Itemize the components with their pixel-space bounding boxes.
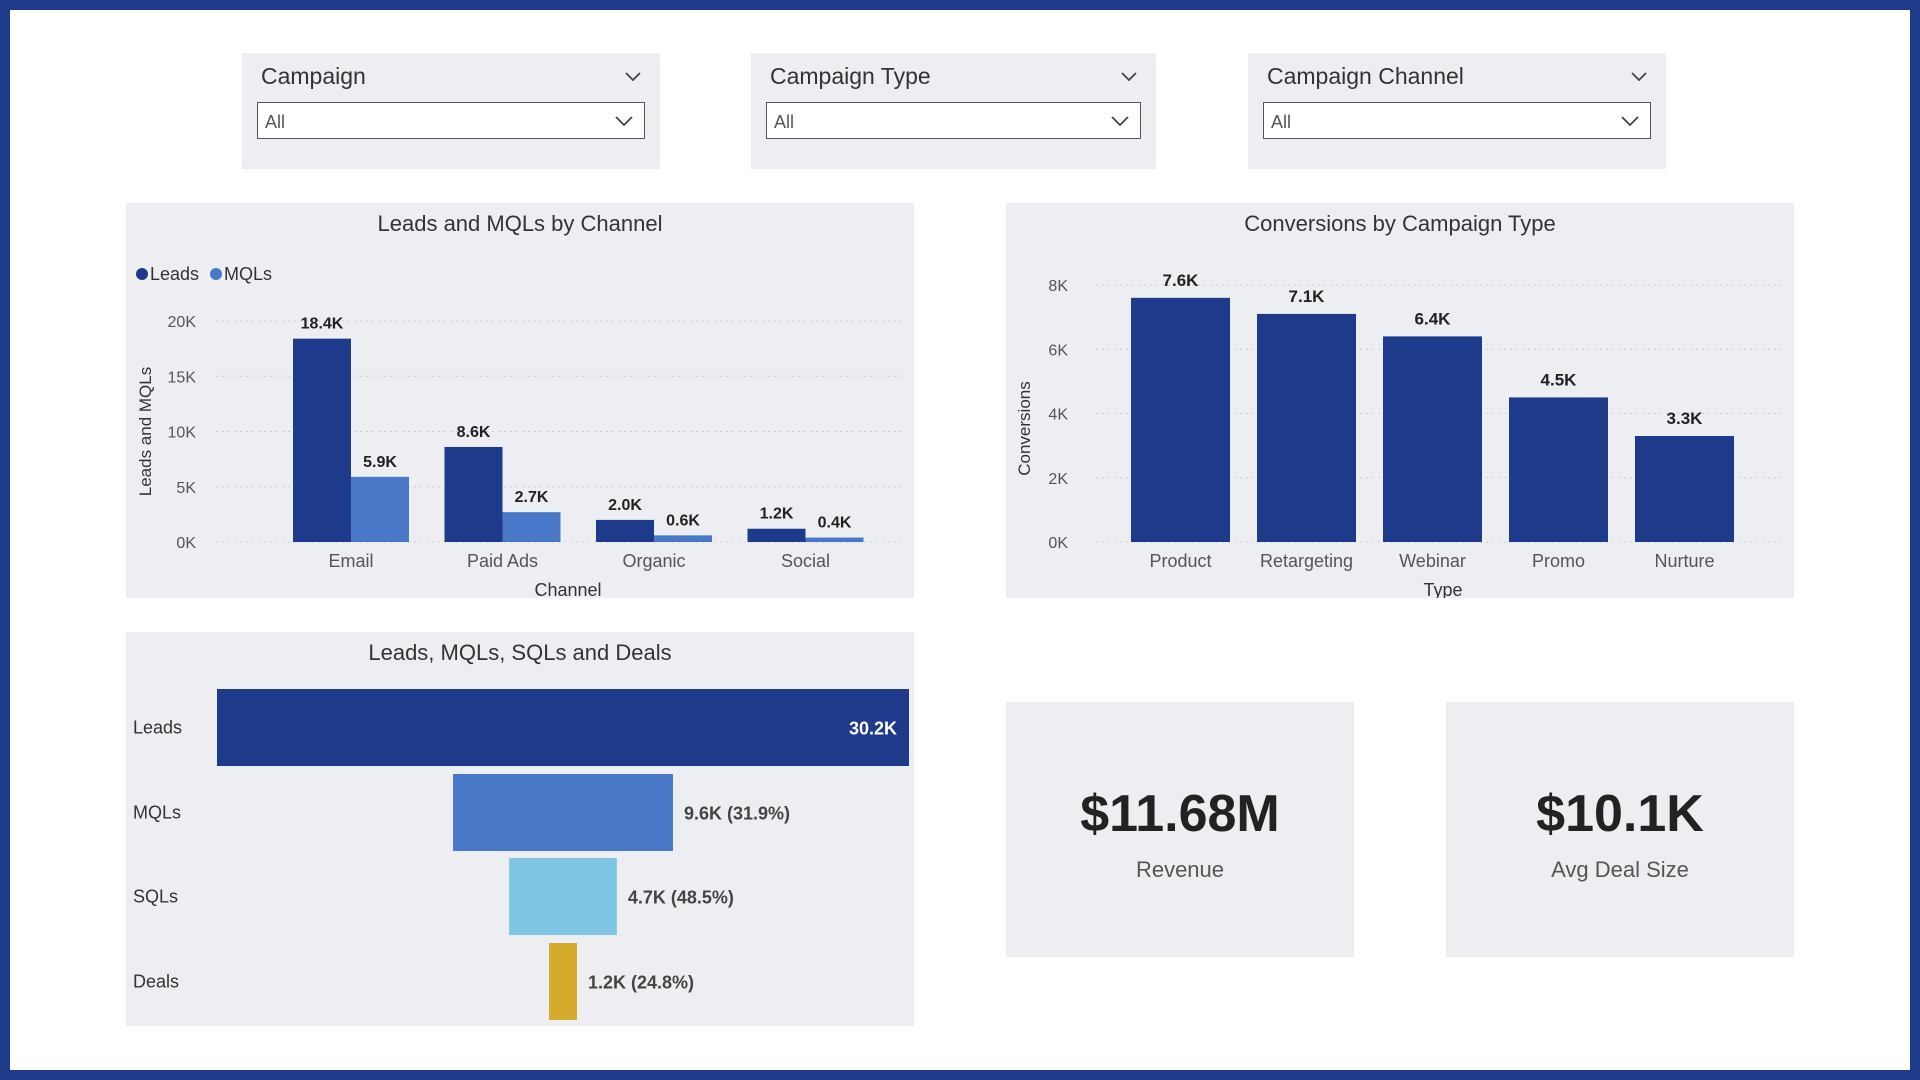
chevron-down-icon[interactable] bbox=[1120, 67, 1138, 85]
avg-deal-size-value: $10.1K bbox=[1536, 785, 1704, 843]
campaign-type-slicer-title: Campaign Type bbox=[770, 63, 931, 89]
data-label: 0.6K bbox=[666, 512, 700, 529]
funnel-data-label: 30.2K bbox=[849, 719, 897, 739]
campaign-slicer-title: Campaign bbox=[261, 63, 366, 89]
revenue-label: Revenue bbox=[1135, 857, 1225, 882]
campaign-slicer[interactable]: Campaign All bbox=[242, 53, 660, 169]
chevron-down-icon bbox=[1621, 116, 1639, 127]
x-tick-label: Webinar bbox=[1399, 551, 1466, 571]
x-tick-label: Retargeting bbox=[1260, 551, 1353, 571]
funnel-bar-sqls bbox=[509, 858, 617, 935]
conversions-chart-plot: 0K 2K 4K 6K 8K Conversions 7.6K Product 7.1K Reta… bbox=[1015, 271, 1786, 598]
funnel-chart-plot: Leads 30.2K MQLs 9.6K (31.9%) SQLs 4.7K (48.5… bbox=[133, 689, 909, 1020]
legend-marker-leads bbox=[136, 268, 148, 280]
funnel-chart-title: Leads, MQLs, SQLs and Deals bbox=[368, 640, 672, 665]
chevron-down-icon bbox=[1111, 116, 1129, 127]
x-axis-label: Channel bbox=[534, 580, 601, 598]
x-axis-label: Type bbox=[1423, 580, 1462, 598]
data-label: 0.4K bbox=[818, 515, 852, 532]
data-label: 7.6K bbox=[1163, 271, 1200, 290]
y-tick-label: 5K bbox=[176, 480, 196, 497]
leads-mqls-chart[interactable]: Leads and MQLs by Channel Leads MQLs 0K 5K 1… bbox=[126, 203, 914, 598]
revenue-card[interactable]: $11.68M Revenue bbox=[1006, 702, 1354, 957]
data-label: 5.9K bbox=[363, 454, 397, 471]
bar-product bbox=[1131, 297, 1230, 542]
y-tick-label: 10K bbox=[168, 425, 197, 442]
bar-retargeting bbox=[1257, 313, 1356, 542]
avg-deal-size-label: Avg Deal Size bbox=[1551, 857, 1689, 882]
y-tick-label: 4K bbox=[1048, 407, 1068, 424]
campaign-channel-slicer-title: Campaign Channel bbox=[1267, 63, 1464, 89]
x-tick-label: Social bbox=[781, 551, 830, 571]
campaign-channel-slicer[interactable]: Campaign Channel All bbox=[1248, 53, 1666, 169]
legend-marker-mqls bbox=[210, 268, 222, 280]
data-label: 2.0K bbox=[608, 497, 642, 514]
data-label: 3.3K bbox=[1667, 409, 1704, 428]
revenue-value: $11.68M bbox=[1080, 785, 1280, 843]
funnel-stage-label: Leads bbox=[133, 718, 182, 738]
y-tick-label: 20K bbox=[168, 314, 197, 331]
legend-label-mqls: MQLs bbox=[224, 264, 272, 284]
x-tick-label: Organic bbox=[622, 551, 685, 571]
funnel-chart[interactable]: Leads, MQLs, SQLs and Deals Leads 30.2K MQ… bbox=[126, 632, 914, 1026]
conversions-chart-title: Conversions by Campaign Type bbox=[1244, 211, 1556, 236]
data-label: 4.5K bbox=[1541, 370, 1578, 389]
x-tick-label: Promo bbox=[1532, 551, 1585, 571]
avg-deal-size-card[interactable]: $10.1K Avg Deal Size bbox=[1446, 702, 1794, 957]
bar-leads-social bbox=[747, 528, 806, 542]
report-canvas: Campaign All Campaign Type All Campaign … bbox=[10, 10, 1910, 1070]
funnel-bar-leads bbox=[217, 689, 909, 766]
campaign-type-dropdown-value: All bbox=[774, 112, 795, 132]
chevron-down-icon bbox=[615, 116, 633, 127]
data-label: 1.2K bbox=[760, 506, 794, 523]
campaign-channel-dropdown[interactable]: All bbox=[1263, 102, 1651, 139]
bar-webinar bbox=[1383, 336, 1482, 542]
x-tick-label: Nurture bbox=[1654, 551, 1714, 571]
chevron-down-icon[interactable] bbox=[1630, 67, 1648, 85]
bar-leads-email bbox=[293, 338, 351, 542]
legend-label-leads: Leads bbox=[150, 264, 199, 284]
funnel-data-label: 1.2K (24.8%) bbox=[588, 973, 694, 993]
y-axis-label: Conversions bbox=[1015, 381, 1034, 476]
bar-leads-organic bbox=[596, 519, 654, 542]
y-tick-label: 0K bbox=[176, 535, 196, 552]
campaign-dropdown-value: All bbox=[265, 112, 286, 132]
conversions-chart[interactable]: Conversions by Campaign Type 0K 2K 4K 6K 8K C… bbox=[1006, 203, 1794, 598]
bar-mqls-organic bbox=[654, 535, 712, 542]
campaign-dropdown[interactable]: All bbox=[257, 102, 645, 139]
funnel-stage-label: Deals bbox=[133, 972, 179, 992]
funnel-data-label: 9.6K (31.9%) bbox=[684, 804, 790, 824]
funnel-bar-mqls bbox=[453, 774, 673, 851]
bar-mqls-paid-ads bbox=[502, 512, 561, 542]
campaign-type-dropdown[interactable]: All bbox=[766, 102, 1141, 139]
bar-promo bbox=[1509, 397, 1608, 542]
leads-mqls-chart-title: Leads and MQLs by Channel bbox=[377, 211, 663, 236]
data-label: 6.4K bbox=[1415, 309, 1452, 328]
bar-mqls-social bbox=[805, 537, 864, 542]
funnel-stage-label: SQLs bbox=[133, 887, 178, 907]
leads-mqls-chart-plot: Leads MQLs 0K 5K 10K 15K 20K Leads and MQLs 18.4… bbox=[136, 264, 906, 598]
bar-nurture bbox=[1635, 435, 1734, 542]
x-tick-label: Product bbox=[1149, 551, 1211, 571]
chevron-down-icon[interactable] bbox=[624, 67, 642, 85]
bar-mqls-email bbox=[351, 476, 409, 542]
data-label: 18.4K bbox=[301, 316, 344, 333]
y-tick-label: 2K bbox=[1048, 471, 1068, 488]
campaign-channel-dropdown-value: All bbox=[1271, 112, 1292, 132]
campaign-type-slicer[interactable]: Campaign Type All bbox=[751, 53, 1156, 169]
y-tick-label: 0K bbox=[1048, 535, 1068, 552]
y-tick-label: 6K bbox=[1048, 342, 1068, 359]
x-tick-label: Email bbox=[328, 551, 373, 571]
funnel-bar-deals bbox=[549, 943, 577, 1020]
funnel-stage-label: MQLs bbox=[133, 803, 181, 823]
funnel-data-label: 4.7K (48.5%) bbox=[628, 888, 734, 908]
y-tick-label: 15K bbox=[168, 369, 197, 386]
y-tick-label: 8K bbox=[1048, 278, 1068, 295]
bar-leads-paid-ads bbox=[444, 446, 503, 542]
data-label: 7.1K bbox=[1289, 287, 1326, 306]
y-axis-label: Leads and MQLs bbox=[136, 367, 155, 496]
x-tick-label: Paid Ads bbox=[467, 551, 538, 571]
data-label: 2.7K bbox=[515, 489, 549, 506]
data-label: 8.6K bbox=[457, 424, 491, 441]
